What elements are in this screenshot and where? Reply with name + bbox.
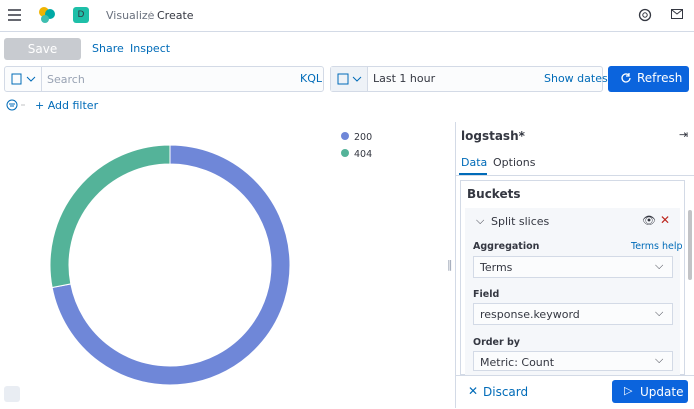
menu-icon[interactable] [8, 9, 22, 21]
show-dates[interactable]: Show dates [544, 72, 608, 85]
time-picker [330, 66, 603, 92]
select[interactable]: response.keyword [473, 303, 673, 325]
collapse-icon[interactable]: ⇥ [679, 128, 689, 141]
update-button[interactable] [612, 380, 688, 403]
refresh-label: Refresh [637, 71, 683, 85]
discard-button[interactable]: Discard [483, 385, 529, 399]
slice [49, 144, 171, 289]
saved-query-button[interactable] [5, 67, 42, 91]
search-input[interactable]: Search [47, 73, 85, 86]
inspect-link[interactable]: Inspect [130, 42, 171, 55]
select[interactable]: Terms [473, 256, 673, 278]
mail-icon[interactable] [671, 9, 684, 20]
space-avatar[interactable]: D [73, 7, 89, 23]
legend-swatch [341, 149, 349, 157]
bucket-toggle[interactable]: ⌵ [476, 214, 485, 227]
discard-icon: ✕ [468, 384, 479, 398]
time-range[interactable]: Last 1 hour [373, 72, 436, 85]
bucket-card [465, 208, 680, 375]
kql-button[interactable]: KQL [300, 72, 322, 85]
breadcrumb: Create [157, 9, 194, 22]
legend-label: 200 [354, 132, 372, 143]
add-filter[interactable]: + Add filter [35, 99, 99, 112]
calendar-icon [337, 73, 362, 85]
legend-swatch [341, 132, 349, 140]
legend-label: 404 [354, 149, 372, 160]
update-icon: ▷ [624, 384, 633, 397]
quick-menu[interactable] [331, 67, 368, 91]
help-icon[interactable] [638, 8, 652, 22]
update-label: Update [640, 385, 684, 399]
save-icon [11, 73, 36, 85]
refresh-icon [621, 73, 631, 83]
chevron: ⌵ [655, 306, 664, 319]
breadcrumb[interactable]: Visualize [106, 9, 155, 22]
index-pattern: logstash* [461, 129, 525, 143]
chevron: ⌵ [655, 259, 664, 272]
chevron: ⌵ [655, 353, 664, 366]
save-button[interactable]: Save [4, 38, 81, 60]
field-label: Aggregation [473, 241, 540, 252]
chart: 200 404 [49, 132, 372, 386]
select[interactable]: Metric: Count [473, 351, 673, 371]
tabs-divider [455, 175, 694, 176]
legend-toggle[interactable] [4, 386, 20, 402]
help-link[interactable]: Terms help [631, 241, 683, 252]
field-label: Order by [473, 337, 520, 348]
tab[interactable]: Options [493, 156, 536, 169]
tab-active[interactable]: Data [461, 156, 488, 169]
share-link[interactable]: Share [92, 42, 124, 55]
tab-underline [459, 173, 487, 175]
toggle-visibility[interactable]: 👁 [642, 214, 656, 227]
resize-handle[interactable]: ‖ [447, 258, 453, 271]
logo[interactable] [38, 6, 56, 24]
remove-bucket[interactable]: ✕ [660, 213, 671, 227]
bucket-title: Split slices [491, 215, 550, 228]
field-label: Field [473, 289, 500, 300]
scrollbar [688, 210, 692, 280]
separator: / [148, 9, 152, 22]
header [0, 0, 694, 32]
slice [51, 144, 291, 386]
filter-menu-icon[interactable] [6, 99, 30, 111]
section-title: Buckets [467, 187, 521, 201]
query-bar [4, 66, 324, 92]
